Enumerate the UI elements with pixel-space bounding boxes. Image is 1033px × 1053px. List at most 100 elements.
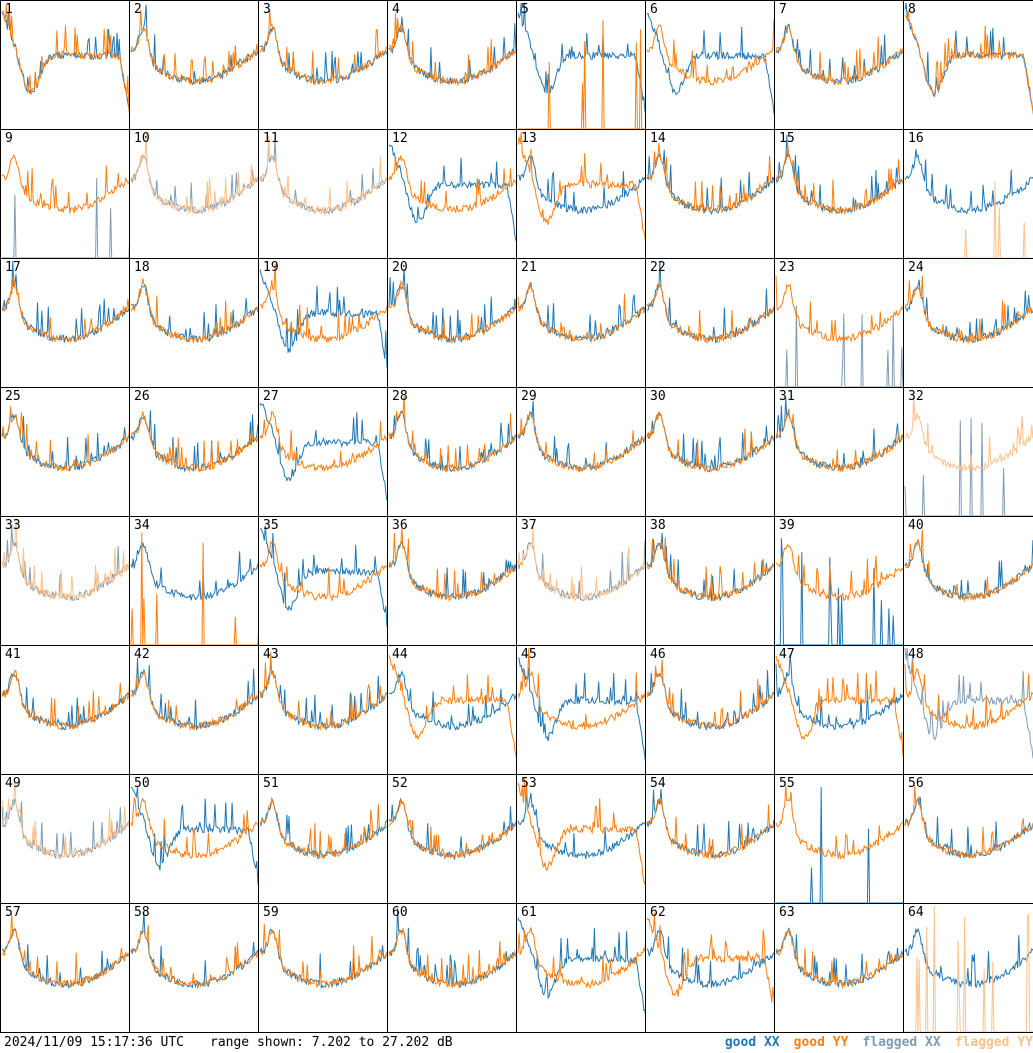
tile-63: 63: [774, 903, 904, 1033]
tile-9-yy-series: [1, 153, 129, 214]
tile-62-yy-series: [646, 912, 774, 1009]
tile-35-label: 35: [263, 518, 279, 533]
tile-29: 29: [516, 387, 646, 517]
tile-15-xx-series: [775, 134, 903, 214]
tile-7-label: 7: [779, 2, 787, 17]
tile-41-plot: [1, 669, 129, 731]
tile-64-yy-series: [905, 906, 1033, 1032]
tile-32-label: 32: [908, 389, 924, 404]
tile-26-xx-series: [130, 410, 258, 473]
tile-43-yy-series: [259, 652, 387, 731]
tile-43: 43: [258, 645, 388, 775]
tile-48-xx-series: [904, 647, 1033, 760]
tile-35-yy-series: [259, 540, 387, 602]
tile-12-label: 12: [392, 131, 408, 146]
tile-43-label: 43: [263, 647, 279, 662]
tile-30-xx-series: [646, 411, 774, 473]
tile-14-plot: [646, 143, 774, 216]
tile-44-plot: [388, 655, 516, 760]
tile-46: 46: [645, 645, 775, 775]
tile-16: 16: [903, 129, 1033, 259]
tile-56-yy-series: [904, 785, 1033, 859]
tile-45-yy-series: [517, 647, 645, 731]
tile-26-plot: [130, 410, 258, 474]
tile-30-label: 30: [650, 389, 666, 404]
tile-51-label: 51: [263, 776, 279, 791]
tile-53-xx-series: [517, 790, 645, 859]
tile-52: 52: [387, 774, 517, 904]
tile-63-xx-series: [775, 927, 903, 989]
tile-36-plot: [388, 528, 516, 602]
tile-1-plot: [1, 4, 129, 115]
tile-57-label: 57: [5, 905, 21, 920]
tile-14-yy-series: [646, 143, 774, 214]
tile-53-plot: [517, 776, 645, 886]
tile-29-label: 29: [521, 389, 537, 404]
tile-37-plot: [517, 527, 645, 602]
tile-27-label: 27: [263, 389, 279, 404]
tile-30-plot: [646, 410, 774, 473]
tile-52-plot: [388, 797, 516, 861]
tile-32-yy-series: [904, 395, 1033, 473]
tile-23-yy-series: [775, 275, 903, 343]
tile-42-label: 42: [134, 647, 150, 662]
tile-23: 23: [774, 258, 904, 388]
tile-3-xx-series: [259, 26, 387, 85]
tile-4: 4: [387, 0, 517, 130]
tile-31-yy-series: [775, 408, 903, 472]
tile-23-plot: [775, 275, 903, 387]
tile-61: 61: [516, 903, 646, 1033]
tile-21: 21: [516, 258, 646, 388]
tile-57-xx-series: [1, 928, 129, 990]
tile-12: 12: [387, 129, 517, 259]
tile-49-label: 49: [5, 776, 21, 791]
tile-34-xx-series: [130, 542, 258, 601]
tile-17-plot: [1, 260, 129, 344]
tile-11-label: 11: [263, 131, 279, 146]
tile-21-xx-series: [517, 282, 645, 342]
tile-39: 39: [774, 516, 904, 646]
tile-13-yy-series: [517, 131, 645, 241]
tile-5: 5: [516, 0, 646, 130]
tile-21-label: 21: [521, 260, 537, 275]
tile-20-yy-series: [388, 280, 516, 344]
tile-49-yy-series: [1, 781, 129, 860]
tile-14-label: 14: [650, 131, 666, 146]
tile-60-plot: [388, 908, 516, 989]
tile-7: 7: [774, 0, 904, 130]
tile-28-yy-series: [388, 395, 516, 473]
tile-47-yy-series: [775, 655, 903, 758]
tile-56-plot: [904, 785, 1033, 859]
tile-41-label: 41: [5, 647, 21, 662]
tile-39-plot: [775, 538, 903, 645]
tile-19: 19: [258, 258, 388, 388]
tile-44-label: 44: [392, 647, 408, 662]
tile-2: 2: [129, 0, 259, 130]
tile-2-label: 2: [134, 2, 142, 17]
tile-42-yy-series: [130, 670, 258, 731]
tile-16-label: 16: [908, 131, 924, 146]
tile-33-yy-series: [1, 518, 129, 601]
tile-13-xx-series: [517, 154, 645, 215]
tile-61-xx-series: [517, 917, 645, 1016]
tile-1-yy-series: [1, 4, 129, 113]
tile-42: 42: [129, 645, 259, 775]
tile-27-plot: [259, 402, 387, 502]
tile-51-plot: [259, 796, 387, 860]
tile-54-plot: [646, 789, 774, 860]
tile-17-label: 17: [5, 260, 21, 275]
range-shown: range shown: 7.202 to 27.202 dB: [210, 1035, 453, 1050]
tile-55-label: 55: [779, 776, 795, 791]
legend: good XX good YY flagged XX flagged YY: [711, 1035, 1033, 1050]
tile-24-label: 24: [908, 260, 924, 275]
tile-54-label: 54: [650, 776, 666, 791]
tile-7-plot: [775, 23, 903, 86]
tile-44-yy-series: [388, 655, 516, 760]
tile-12-plot: [388, 144, 516, 243]
tile-2-plot: [130, 4, 258, 86]
tile-23-label: 23: [779, 260, 795, 275]
tile-35-xx-series: [259, 525, 387, 629]
tile-35: 35: [258, 516, 388, 646]
tile-52-xx-series: [388, 797, 516, 861]
tile-4-plot: [388, 13, 516, 86]
